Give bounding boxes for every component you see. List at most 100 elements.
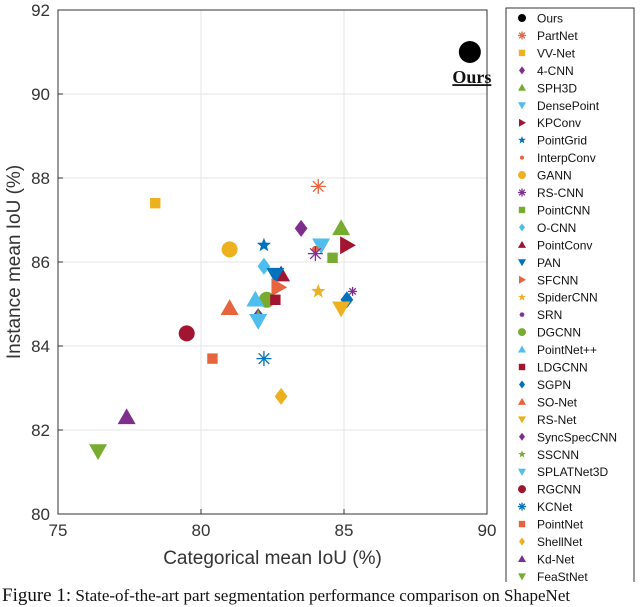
point-ours: [458, 41, 481, 63]
point-kpconv: [340, 236, 356, 255]
y-tick-label: 82: [31, 421, 50, 440]
legend-item-densepoint: DensePoint: [518, 99, 600, 113]
legend-item-kpconv: KPConv: [519, 116, 581, 130]
legend-label: PointGrid: [537, 134, 587, 148]
legend-label: SRN: [537, 308, 562, 322]
legend-marker: [518, 293, 526, 301]
x-tick-label: 90: [478, 521, 497, 540]
legend-marker: [518, 554, 526, 562]
legend-marker: [518, 206, 526, 214]
point-pan: [266, 267, 285, 284]
y-axis-title: Instance mean IoU (%): [4, 165, 25, 359]
point-shellnet: [274, 387, 288, 405]
legend-item-pointnetplusplus: PointNet++: [518, 343, 597, 357]
legend-marker: [518, 14, 526, 22]
legend-marker: [518, 468, 526, 476]
legend-item-gann: GANN: [518, 169, 572, 183]
legend-label: KPConv: [537, 116, 581, 130]
point-rs-cnn: [307, 246, 323, 262]
x-tick-label: 75: [49, 521, 68, 540]
legend-item-partnet: PartNet: [518, 29, 578, 43]
legend-item-shellnet: ShellNet: [519, 535, 583, 549]
point-so-net: [220, 299, 239, 315]
y-tick-label: 92: [31, 1, 50, 20]
legend-marker: [518, 328, 526, 337]
y-tick-label: 90: [31, 85, 50, 104]
legend-box: [505, 7, 635, 582]
legend-label: DensePoint: [537, 99, 600, 113]
x-tick-label: 80: [192, 521, 211, 540]
y-tick-label: 88: [31, 169, 50, 188]
legend-label: Ours: [537, 12, 563, 26]
legend-marker: [518, 102, 526, 110]
legend-item-vv-net: VV-Net: [518, 46, 576, 60]
legend-marker: [519, 66, 525, 75]
legend-item-pointcnn: PointCNN: [518, 203, 590, 217]
point-ldgcnn: [270, 294, 281, 305]
legend-label: PointNet++: [537, 343, 597, 357]
point-pointgrid: [256, 237, 272, 252]
point-densepoint: [312, 238, 331, 255]
legend-item-rgcnn: RGCNN: [518, 483, 581, 497]
legend-label: SSCNN: [537, 448, 579, 462]
point-splatnet3d: [249, 314, 268, 330]
point-feastnet: [89, 444, 108, 460]
legend-item-rs-cnn: RS-CNN: [518, 186, 584, 200]
legend-label: SpiderCNN: [537, 291, 598, 305]
legend-item-srn: SRN: [519, 308, 562, 322]
legend-label: LDGCNN: [537, 361, 588, 375]
legend-item-spidercnn: SpiderCNN: [518, 291, 598, 305]
point-kd-net: [117, 408, 136, 425]
point-rgcnn: [178, 325, 195, 342]
point-srn: [348, 286, 358, 296]
point-o-cnn: [257, 257, 271, 275]
legend-label: RS-Net: [537, 413, 577, 427]
legend-item-o-cnn: O-CNN: [519, 221, 576, 235]
legend-label: Kd-Net: [537, 552, 575, 566]
legend-marker: [518, 171, 526, 180]
point-gann: [221, 241, 238, 258]
point-partnet: [310, 178, 326, 194]
caption-text: State-of-the-art part segmentation perfo…: [75, 586, 571, 605]
legend-label: SPH3D: [537, 81, 577, 95]
legend: Ours PartNet VV-Net 4-CNN SPH3D DensePoint KPC…: [505, 7, 635, 582]
y-tick-label: 80: [31, 505, 50, 524]
legend-marker: [518, 363, 526, 371]
legend-label: RS-CNN: [537, 186, 584, 200]
point-pointnetplusplus: [246, 290, 265, 307]
legend-marker: [519, 275, 526, 284]
legend-marker: [519, 223, 525, 232]
legend-item-kcnet: KCNet: [518, 500, 573, 514]
legend-marker: [518, 259, 526, 267]
legend-item-kd-net: Kd-Net: [518, 552, 575, 566]
legend-label: InterpConv: [537, 151, 596, 165]
legend-marker: [518, 240, 526, 248]
legend-marker: [518, 450, 526, 458]
legend-label: SO-Net: [537, 395, 578, 409]
legend-marker: [518, 397, 526, 405]
ours-annotation: Ours: [452, 67, 491, 87]
legend-item-feastnet: FeaStNet: [518, 570, 588, 582]
plot-area: [89, 41, 481, 460]
legend-label: FeaStNet: [537, 570, 588, 582]
legend-marker: [519, 537, 525, 546]
legend-item-pointnet: PointNet: [518, 518, 584, 532]
legend-item-ldgcnn: LDGCNN: [518, 361, 588, 375]
legend-label: SGPN: [537, 378, 571, 392]
y-tick-label: 84: [31, 337, 50, 356]
x-tick-label: 85: [335, 521, 354, 540]
grid-lines: [57, 9, 488, 515]
point-sfcnn: [271, 278, 288, 297]
legend-label: GANN: [537, 169, 572, 183]
legend-label: SPLATNet3D: [537, 465, 608, 479]
legend-label: SFCNN: [537, 273, 578, 287]
legend-marker: [518, 83, 526, 91]
y-tick-label: 86: [31, 253, 50, 272]
legend-marker: [518, 520, 526, 528]
legend-item-sgpn: SGPN: [519, 378, 571, 392]
legend-marker: [519, 432, 525, 441]
legend-label: SyncSpecCNN: [537, 430, 617, 444]
figure-caption: Figure 1: State-of-the-art part segmenta…: [2, 585, 638, 607]
legend-marker: [518, 188, 526, 197]
